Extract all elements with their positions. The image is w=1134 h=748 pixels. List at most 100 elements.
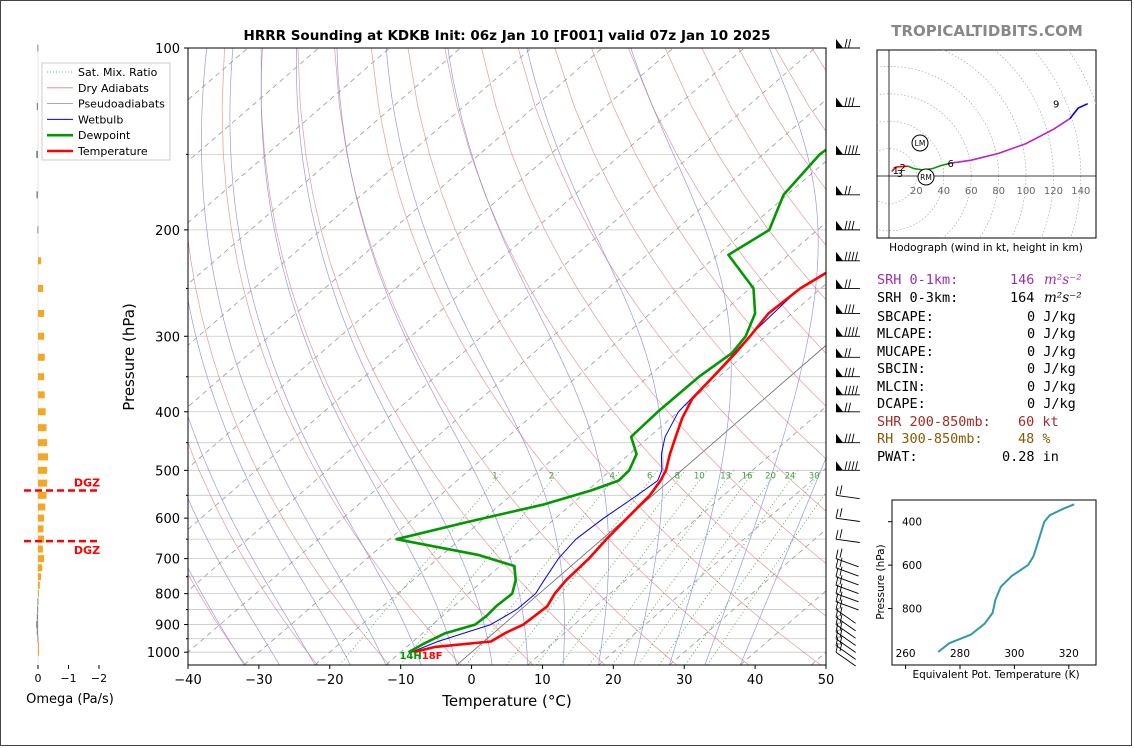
barb-feather [844, 367, 848, 377]
isotherm [188, 99, 826, 653]
barb-feather [844, 38, 848, 49]
y-tick-label: 900 [155, 619, 180, 634]
barb-shaft [835, 616, 856, 632]
dry-adiabat [188, 441, 318, 665]
barb-feather [839, 635, 843, 645]
legend-label: Sat. Mix. Ratio [78, 66, 158, 79]
omega-bar [38, 439, 48, 447]
pseudoadiabat [739, 456, 826, 665]
barb-feather [835, 600, 839, 610]
barb-pennant [836, 327, 843, 337]
wind-barb [836, 251, 860, 262]
barb-pennant [836, 220, 843, 230]
isotherm [188, 48, 745, 530]
barb-feather [835, 530, 839, 540]
omega-bar [38, 391, 45, 399]
dry-adiabat [517, 48, 826, 512]
theta-e-panel: 260 280 300 320 400 600 800 [888, 503, 1079, 669]
isotherm [188, 48, 319, 162]
omega-tick-label: −1 [60, 672, 76, 685]
barb-feather [851, 145, 855, 155]
dry-adiabat [591, 48, 826, 407]
dry-adiabat [221, 48, 462, 665]
barb-feather [839, 485, 843, 495]
mixing-ratio-label: 10 [694, 472, 705, 482]
barb-feather [851, 97, 855, 107]
index-mucape: MUCAPE: 0 J/kg [877, 344, 1076, 360]
wind-barb [835, 557, 859, 577]
barb-feather [855, 461, 858, 471]
barb-feather [835, 643, 839, 653]
pseudoadiabat [260, 48, 458, 665]
omega-bar [38, 353, 45, 361]
barb-feather [835, 567, 839, 577]
wind-barb [835, 485, 860, 500]
hodograph-segment [1069, 102, 1089, 120]
mixing-ratio-line [658, 470, 798, 665]
dgz-label: DGZ [74, 544, 100, 557]
omega-bar [38, 491, 47, 499]
mixing-ratio-line [400, 470, 561, 665]
wind-barb [835, 575, 859, 594]
barb-pennant [836, 304, 843, 314]
wind-barb [835, 548, 859, 568]
mixing-ratio-line [559, 470, 708, 665]
omega-bar [36, 621, 38, 629]
barb-feather [835, 629, 839, 639]
barb-feather [844, 220, 848, 230]
wind-barb [836, 433, 860, 444]
skewt-axes-frame [187, 47, 827, 666]
isotherm [188, 48, 603, 408]
dewpoint-line [395, 148, 826, 654]
omega-bar [38, 555, 45, 563]
theta-e-x-tick-label: 280 [950, 648, 970, 660]
mixing-ratio-line [707, 491, 826, 665]
barb-feather [844, 145, 848, 155]
barb-feather [835, 636, 839, 646]
omega-bar [38, 284, 44, 292]
barb-shaft [835, 494, 860, 500]
y-tick-label: 200 [155, 224, 180, 239]
barb-pennant [836, 402, 843, 412]
pseudoadiabat [526, 48, 664, 665]
barb-feather [835, 608, 839, 618]
hodograph-tick-label: 140 [1071, 186, 1090, 197]
legend-label: Dewpoint [78, 129, 131, 142]
omega-bar [38, 479, 48, 487]
storm-motion-marker [911, 134, 929, 152]
barb-feather [848, 367, 851, 377]
wind-barb [836, 348, 860, 358]
barb-shaft [835, 609, 856, 624]
wind-barb [835, 628, 856, 653]
barb-shaft [835, 624, 856, 639]
y-tick-label: 400 [155, 406, 180, 421]
barb-feather [844, 327, 848, 337]
barb-shaft [835, 593, 859, 603]
barb-feather [839, 599, 843, 609]
mixing-ratio-label: 2 [549, 472, 554, 482]
barb-feather [844, 385, 848, 395]
barb-feather [839, 548, 843, 558]
x-tick-label: −20 [316, 673, 343, 688]
barb-feather [839, 557, 843, 567]
omega-panel: 0 −1 −2 DGZ DGZ [24, 44, 107, 685]
isotherm [456, 344, 826, 665]
barb-feather [855, 385, 858, 395]
hodograph-rings [877, 50, 1096, 238]
y-tick-label: 100 [155, 42, 180, 57]
wetbulb-line [411, 272, 826, 653]
y-tick-label: 500 [155, 464, 180, 479]
hodograph-height-label: 9 [1053, 100, 1059, 111]
pseudoadiabat [188, 298, 351, 665]
barb-feather [848, 145, 851, 155]
barb-feather [851, 251, 855, 261]
barb-shaft [835, 638, 856, 653]
barb-feather [835, 622, 839, 632]
barb-pennant [836, 39, 843, 48]
omega-bar [38, 453, 49, 461]
wind-barb [836, 461, 860, 471]
hodograph-segment [891, 165, 909, 173]
omega-bar [38, 581, 40, 589]
barb-pennant [836, 251, 843, 261]
wind-barb [835, 591, 859, 611]
